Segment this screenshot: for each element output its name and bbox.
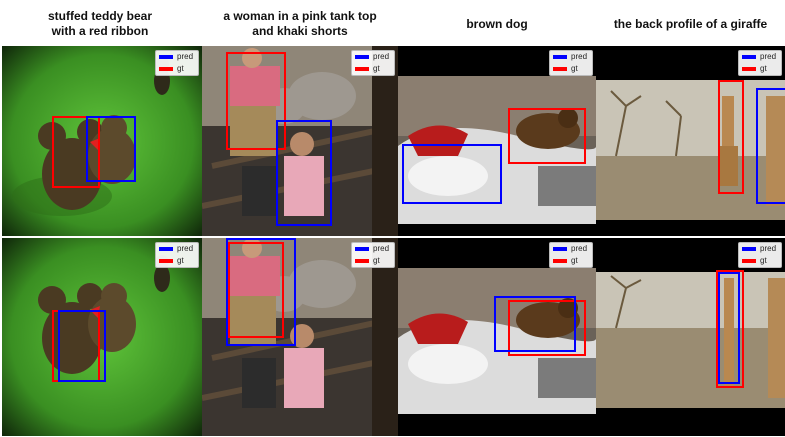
gt-box	[716, 270, 744, 388]
legend-gt-swatch	[742, 259, 756, 263]
legend-pred-swatch	[159, 247, 173, 251]
legend-gt-label: gt	[373, 64, 380, 73]
legend: pred gt	[351, 50, 395, 76]
image-panel-woman-row1: pred gt	[202, 46, 398, 236]
legend-pred-label: pred	[760, 244, 777, 253]
column-title-dog: brown dog	[466, 16, 528, 31]
legend-gt-swatch	[742, 67, 756, 71]
legend-pred-swatch	[355, 55, 369, 59]
image-panel-teddy-row1: pred gt	[2, 46, 202, 236]
legend-gt-swatch	[355, 259, 369, 263]
image-panel-woman-row2: pred gt	[202, 238, 398, 436]
legend-gt-swatch	[355, 67, 369, 71]
legend-gt-swatch	[553, 67, 567, 71]
legend-pred-swatch	[159, 55, 173, 59]
image-panel-giraffe-row1: pred gt	[596, 46, 785, 236]
legend-pred-swatch	[742, 55, 756, 59]
pred-box	[86, 116, 136, 182]
legend-pred-label: pred	[177, 244, 194, 253]
gt-box	[226, 52, 286, 150]
gt-box	[718, 80, 744, 194]
woman-scene-image	[202, 46, 398, 236]
gt-box	[508, 300, 586, 356]
gt-box	[508, 108, 586, 164]
legend-pred-label: pred	[760, 52, 777, 61]
legend-gt-swatch	[553, 259, 567, 263]
legend-gt-label: gt	[760, 64, 767, 73]
legend-pred-label: pred	[571, 52, 588, 61]
column-title-giraffe: the back profile of a giraffe	[613, 16, 768, 31]
image-panel-dog-row2: pred gt	[398, 238, 596, 436]
dog-scene-image	[398, 46, 596, 236]
legend-gt-swatch	[159, 67, 173, 71]
pred-box	[276, 120, 332, 226]
legend-pred-label: pred	[177, 52, 194, 61]
pred-box	[494, 296, 576, 352]
giraffe-scene-image	[596, 238, 785, 436]
pred-box	[226, 238, 296, 346]
legend: pred gt	[549, 242, 593, 268]
image-panel-teddy-row2: pred gt	[2, 238, 202, 436]
legend: pred gt	[738, 50, 782, 76]
legend-gt-label: gt	[760, 256, 767, 265]
pred-box	[756, 88, 785, 204]
legend-gt-swatch	[159, 259, 173, 263]
legend-gt-label: gt	[177, 64, 184, 73]
teddy-scene-image	[2, 238, 202, 436]
pred-box	[718, 272, 740, 384]
legend-gt-label: gt	[571, 256, 578, 265]
gt-box	[228, 242, 284, 338]
pred-box	[58, 310, 106, 382]
giraffe-scene-image	[596, 46, 785, 236]
legend-gt-label: gt	[571, 64, 578, 73]
legend: pred gt	[155, 242, 199, 268]
legend-pred-label: pred	[373, 244, 390, 253]
column-title-woman: a woman in a pink tank top and khaki sho…	[223, 9, 377, 38]
legend-pred-swatch	[553, 247, 567, 251]
legend: pred gt	[738, 242, 782, 268]
column-title-teddy: stuffed teddy bear with a red ribbon	[47, 9, 152, 38]
pred-box	[402, 144, 502, 204]
legend-gt-label: gt	[373, 256, 380, 265]
legend-pred-label: pred	[571, 244, 588, 253]
image-panel-dog-row1: pred gt	[398, 46, 596, 236]
legend: pred gt	[549, 50, 593, 76]
dog-scene-image	[398, 238, 596, 436]
legend-pred-swatch	[355, 247, 369, 251]
image-panel-giraffe-row2: pred gt	[596, 238, 785, 436]
legend: pred gt	[351, 242, 395, 268]
gt-box	[52, 116, 100, 188]
legend-pred-swatch	[742, 247, 756, 251]
legend-gt-label: gt	[177, 256, 184, 265]
legend-pred-label: pred	[373, 52, 390, 61]
legend-pred-swatch	[553, 55, 567, 59]
legend: pred gt	[155, 50, 199, 76]
